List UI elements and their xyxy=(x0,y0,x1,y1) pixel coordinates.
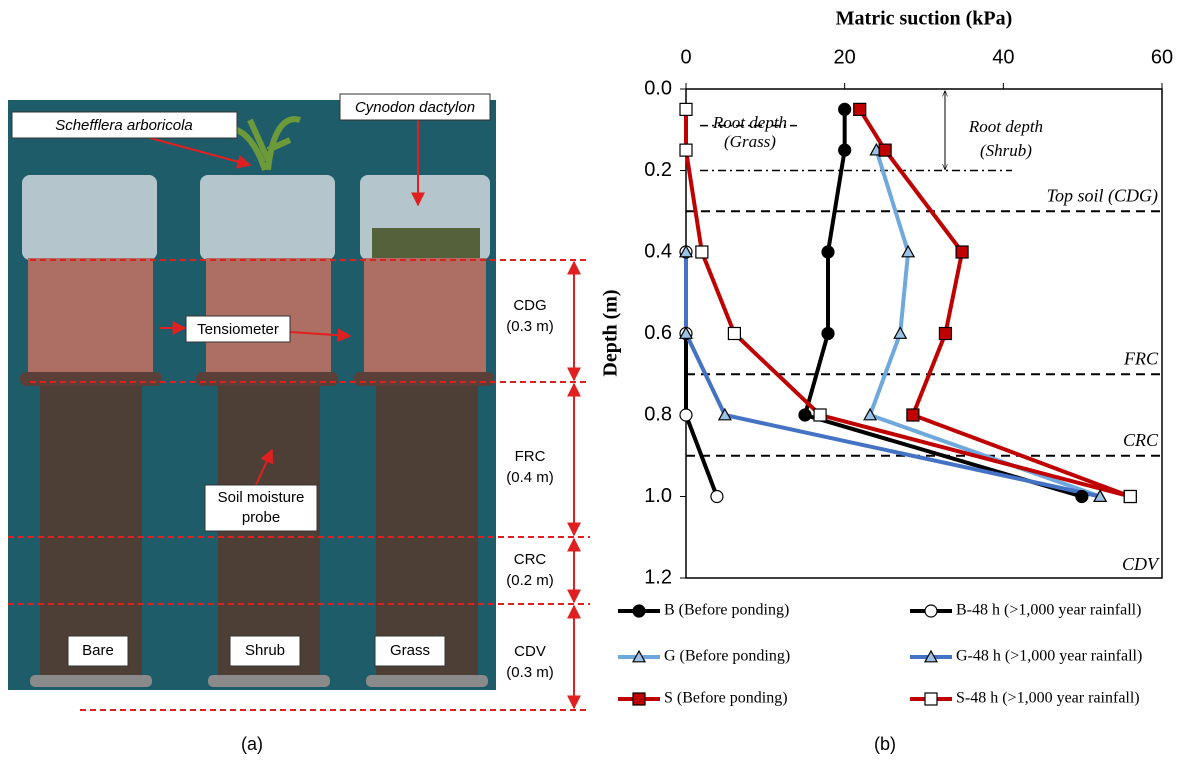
data-point xyxy=(799,409,811,421)
legend-label: S (Before ponding) xyxy=(664,690,788,707)
layer-label: Top soil (CDG) xyxy=(1047,185,1158,206)
data-point xyxy=(907,409,919,421)
data-point xyxy=(680,409,692,421)
x-tick-label: 0 xyxy=(680,46,691,68)
data-point xyxy=(728,328,740,340)
legend-label: G-48 h (>1,000 year rainfall) xyxy=(956,648,1142,665)
legend-label: B (Before ponding) xyxy=(664,602,789,619)
data-point xyxy=(822,246,834,258)
data-point xyxy=(839,144,851,156)
data-point xyxy=(711,491,723,503)
legend-marker xyxy=(633,693,645,705)
figure: Schefflera arboricola Cynodon dactylon T… xyxy=(0,0,1191,760)
layer-name: CDV xyxy=(514,643,546,660)
series-line xyxy=(860,109,1131,496)
y-tick-label: 0.8 xyxy=(644,403,672,425)
chart: Matric suction (kPa) Depth (m) 0 20 40 60 0.… xyxy=(600,8,1174,707)
data-point xyxy=(822,328,834,340)
columns xyxy=(20,119,494,687)
plant-label: Cynodon dactylon xyxy=(355,99,475,116)
probe-label: Soil moisture xyxy=(218,489,305,506)
layer-thickness: (0.2 m) xyxy=(506,572,554,589)
y-tick-label: 0.0 xyxy=(644,77,672,99)
column-label: Bare xyxy=(82,642,114,659)
y-tick-label: 0.2 xyxy=(644,159,672,181)
root-depth-label: Root depth xyxy=(968,117,1043,136)
data-point xyxy=(879,144,891,156)
root-depth-label: (Grass) xyxy=(724,132,776,151)
legend-label: S-48 h (>1,000 year rainfall) xyxy=(956,690,1140,707)
column-label: Shrub xyxy=(245,642,285,659)
layer-label: CDV xyxy=(1122,554,1160,574)
x-tick-label: 40 xyxy=(992,46,1014,68)
x-axis-title: Matric suction (kPa) xyxy=(836,8,1013,30)
plot-frame xyxy=(686,89,1162,578)
data-point xyxy=(902,246,914,257)
legend-label: B-48 h (>1,000 year rainfall) xyxy=(956,602,1141,619)
series-line xyxy=(805,109,1082,496)
layer-name: FRC xyxy=(515,448,546,465)
legend-marker xyxy=(925,605,937,617)
layer-thickness: (0.3 m) xyxy=(506,318,554,335)
x-tick-label: 20 xyxy=(834,46,856,68)
data-point xyxy=(854,103,866,115)
caption: (a) xyxy=(241,734,263,754)
series-line xyxy=(686,109,1130,496)
layer-thickness: (0.4 m) xyxy=(506,469,554,486)
y-tick-label: 0.6 xyxy=(644,322,672,344)
legend-marker xyxy=(633,605,645,617)
data-point xyxy=(956,246,968,258)
layer-thickness: (0.3 m) xyxy=(506,664,554,681)
data-point xyxy=(894,328,906,339)
data-point xyxy=(680,144,692,156)
data-point xyxy=(680,103,692,115)
root-depth-label: Root depth xyxy=(712,113,787,132)
column-label: Grass xyxy=(390,642,430,659)
page: {"photo": { "plants": ["Schefflera arbor… xyxy=(0,0,1191,760)
layer-label: CRC xyxy=(1123,430,1159,450)
y-axis-title: Depth (m) xyxy=(600,289,622,376)
data-point xyxy=(1076,491,1088,503)
y-tick-label: 1.0 xyxy=(644,485,672,507)
data-point xyxy=(696,246,708,258)
root-depth-label: (Shrub) xyxy=(980,141,1032,160)
legend-label: G (Before ponding) xyxy=(664,648,790,665)
data-point xyxy=(814,409,826,421)
layer-label: FRC xyxy=(1123,348,1159,368)
probe-label: probe xyxy=(242,509,280,526)
layer-name: CDG xyxy=(513,297,546,314)
y-tick-label: 1.2 xyxy=(644,566,672,588)
plant-label: Schefflera arboricola xyxy=(55,117,193,134)
x-tick-label: 60 xyxy=(1151,46,1173,68)
y-tick-label: 0.4 xyxy=(644,240,672,262)
data-point xyxy=(1124,491,1136,503)
legend-marker xyxy=(925,693,937,705)
data-point xyxy=(839,103,851,115)
tensiometer-label: Tensiometer xyxy=(197,321,279,338)
data-point xyxy=(939,328,951,340)
caption: (b) xyxy=(874,734,896,754)
layer-name: CRC xyxy=(514,551,547,568)
